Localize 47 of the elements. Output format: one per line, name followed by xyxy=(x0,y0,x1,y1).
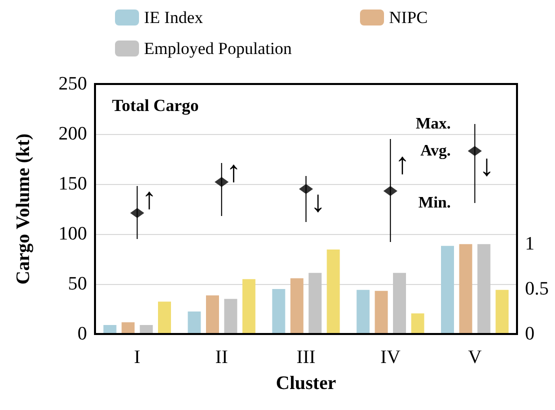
annotation: Max. xyxy=(416,116,451,132)
bar xyxy=(290,278,304,334)
annotation: ↑ xyxy=(226,156,242,188)
y-tick-label: 150 xyxy=(58,174,87,194)
bar xyxy=(122,322,135,334)
bar xyxy=(459,244,472,334)
bar xyxy=(308,272,322,334)
y-tick-label: 250 xyxy=(58,74,87,94)
y2-tick-label: 1 xyxy=(525,234,534,255)
annotation: Min. xyxy=(418,194,451,212)
bar xyxy=(441,246,454,334)
annotation: Avg. xyxy=(420,142,451,160)
x-tick-label: II xyxy=(215,347,228,368)
x-tick-label: IV xyxy=(380,347,401,368)
y2-tick-label: 0.5 xyxy=(525,278,549,300)
legend-label: NIPC xyxy=(389,8,428,27)
y-tick-label: 0 xyxy=(78,324,87,344)
bar xyxy=(242,279,256,334)
bar xyxy=(393,272,406,334)
x-axis-title: Cluster xyxy=(276,373,337,394)
bar xyxy=(224,298,238,334)
x-tick-label: V xyxy=(468,347,482,368)
y-axis-title: Cargo Volume (kt) xyxy=(13,134,34,284)
y-tick-label: 50 xyxy=(68,274,87,294)
annotation: ↓ xyxy=(479,150,494,182)
bar xyxy=(477,244,490,334)
bar xyxy=(374,290,388,334)
y2-tick-label: 0 xyxy=(525,324,534,344)
bar xyxy=(206,295,219,334)
annotation: ↑ xyxy=(394,148,410,180)
bar xyxy=(272,289,286,334)
annotation: ↓ xyxy=(310,186,326,218)
bar xyxy=(158,302,171,334)
y-tick-label: 200 xyxy=(58,124,87,144)
x-tick-label: I xyxy=(134,347,140,368)
bar xyxy=(411,313,424,334)
legend-label: Employed Population xyxy=(144,39,292,58)
point xyxy=(299,184,313,194)
bar xyxy=(326,249,340,334)
y-tick-label: 100 xyxy=(58,224,87,244)
annotation: ↑ xyxy=(142,182,157,216)
text: Total Cargo xyxy=(112,96,199,115)
bar xyxy=(496,290,509,334)
legend-label: IE Index xyxy=(144,8,204,27)
x-tick-label: III xyxy=(296,347,316,368)
bar xyxy=(356,290,370,334)
bar xyxy=(188,312,201,334)
